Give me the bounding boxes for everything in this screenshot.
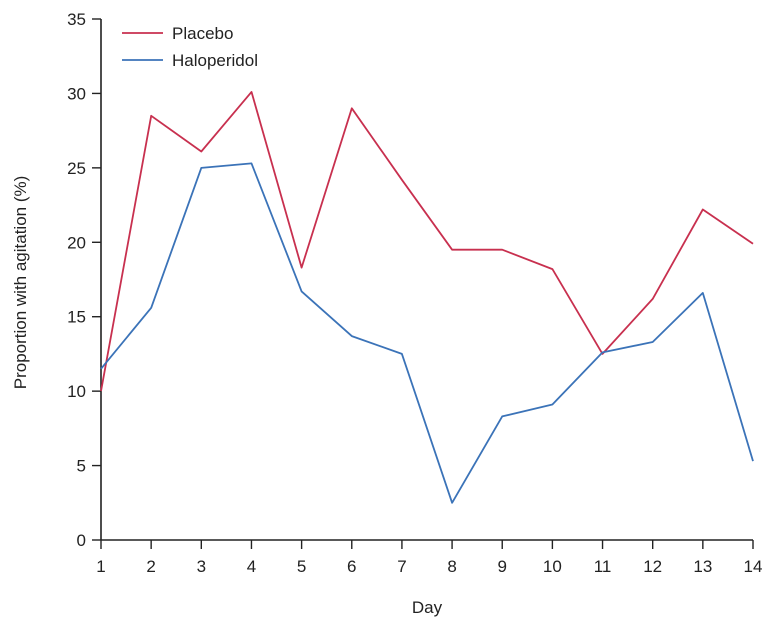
x-tick-label: 6	[347, 557, 356, 576]
x-tick-label: 11	[594, 557, 612, 576]
x-tick-label: 9	[497, 557, 506, 576]
x-tick-label: 12	[643, 557, 662, 576]
legend: Placebo Haloperidol	[122, 24, 258, 70]
x-tick-label: 8	[447, 557, 456, 576]
legend-label: Placebo	[172, 24, 233, 43]
y-tick-label: 20	[67, 233, 86, 252]
x-tick-label: 5	[297, 557, 306, 576]
y-tick-label: 35	[67, 10, 86, 29]
series-line-haloperidol	[100, 162, 754, 504]
x-tick-label: 3	[197, 557, 206, 576]
y-tick-label: 0	[77, 531, 86, 550]
x-tick-label: 7	[397, 557, 406, 576]
series-line-placebo	[100, 91, 754, 392]
x-tick-label: 4	[247, 557, 256, 576]
x-tick-label: 10	[543, 557, 562, 576]
legend-label: Haloperidol	[172, 51, 258, 70]
x-tick-label: 2	[146, 557, 155, 576]
y-tick-label: 10	[67, 382, 86, 401]
y-tick-label: 30	[67, 84, 86, 103]
series-lines	[100, 91, 754, 504]
y-tick-label: 5	[77, 457, 86, 476]
y-tick-label: 25	[67, 159, 86, 178]
x-tick-label: 1	[96, 557, 105, 576]
y-tick-label: 15	[67, 308, 86, 327]
x-tick-label: 13	[693, 557, 712, 576]
x-axis-title: Day	[412, 598, 443, 617]
x-ticks: 1 2 3 4 5 6 7 8 9 10 11 12 13 14	[96, 540, 762, 576]
axes	[100, 19, 753, 541]
y-axis-title: Proportion with agitation (%)	[11, 176, 30, 390]
x-tick-label: 14	[744, 557, 763, 576]
y-ticks: 0 5 10 15 20 25 30 35	[67, 10, 101, 550]
